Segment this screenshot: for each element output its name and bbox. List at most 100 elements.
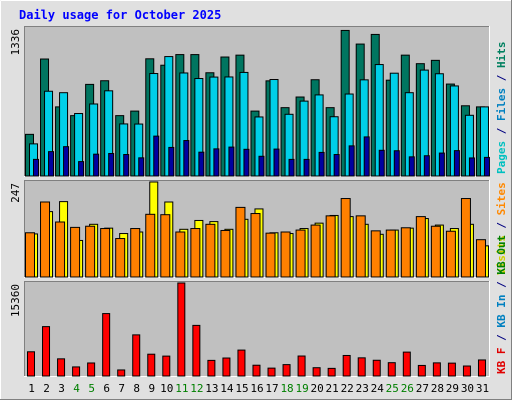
visits-panel-legend-part: Visits — [495, 235, 508, 275]
kbytes-panel-bar-kb-f — [267, 367, 276, 377]
kbytes-panel-bar-kb-f — [462, 365, 471, 377]
visits-panel-bar-sites — [175, 231, 186, 278]
kbytes-panel-bar-kb-f — [387, 362, 396, 377]
kbytes-panel-bar-kb-f — [222, 357, 231, 377]
visits-panel-bar-sites — [310, 224, 321, 278]
visits-panel-bar-sites — [220, 229, 231, 278]
hits-panel-bar-pages — [93, 153, 100, 177]
kbytes-panel-legend-part: KB Out — [495, 235, 508, 275]
x-tick-label: 5 — [88, 382, 95, 395]
kbytes-panel-bar-kb-f — [102, 313, 111, 377]
visits-panel-bar-sites — [190, 228, 201, 278]
visits-panel-bar-sites — [40, 201, 51, 278]
x-tick-label: 22 — [341, 382, 354, 395]
hits-panel-legend-part: Files — [495, 88, 508, 121]
x-tick-label: 7 — [118, 382, 125, 395]
hits-panel-bar-pages — [138, 157, 145, 177]
visits-panel-bar-sites — [205, 223, 216, 278]
x-tick-label: 6 — [103, 382, 110, 395]
kbytes-panel-bar-kb-f — [117, 369, 126, 377]
hits-panel-bar-pages — [303, 158, 310, 177]
x-tick-label: 24 — [371, 382, 385, 395]
x-tick-label: 8 — [133, 382, 140, 395]
hits-panel-bar-pages — [318, 151, 325, 177]
visits-panel-bar-sites — [160, 214, 171, 278]
visits-panel-bar-sites — [115, 238, 126, 278]
x-tick-label: 30 — [461, 382, 474, 395]
kbytes-panel-bar-kb-f — [57, 358, 66, 377]
visits-panel-bar-sites — [475, 239, 486, 278]
kbytes-panel-bar-kb-f — [27, 351, 35, 377]
x-tick-label: 18 — [280, 382, 293, 395]
hits-panel-bar-pages — [423, 155, 430, 177]
x-tick-label: 26 — [401, 382, 414, 395]
kbytes-panel: 15360 KB F / KB In / KB Out — [9, 235, 508, 377]
x-tick-label: 12 — [190, 382, 203, 395]
hits-panel-bar-pages — [333, 154, 340, 177]
x-tick-label: 25 — [386, 382, 399, 395]
visits-panel-bar-sites — [130, 228, 141, 278]
visits-panel-bar-sites — [325, 215, 336, 278]
hits-panel-ymax-label: 1336 — [9, 29, 22, 56]
hits-panel-bar-pages — [378, 149, 385, 177]
visits-panel-bar-sites — [25, 232, 35, 278]
visits-panel-bar-sites — [55, 221, 66, 278]
kbytes-panel-bar-kb-f — [477, 359, 486, 377]
hits-panel-bar-pages — [198, 151, 205, 177]
hits-panel-legend-part: / — [495, 68, 508, 88]
hits-panel-legend-part: Pages — [495, 141, 508, 174]
kbytes-panel-legend-part: / — [495, 328, 508, 348]
hits-panel-bar-pages — [438, 152, 445, 177]
kbytes-panel-bar-kb-f — [342, 354, 351, 377]
hits-panel-bar-pages — [78, 161, 85, 177]
kbytes-panel-bar-kb-f — [192, 324, 201, 377]
kbytes-panel-bar-kb-f — [312, 367, 321, 377]
kbytes-panel-bar-kb-f — [132, 334, 141, 377]
x-tick-label: 9 — [148, 382, 155, 395]
visits-panel-legend-part: Sites — [495, 182, 508, 215]
hits-panel-legend-part: / — [495, 121, 508, 141]
kbytes-panel-bar-kb-f — [357, 357, 366, 377]
kbytes-panel-ymax-label: 15360 — [9, 284, 22, 317]
hits-panel-legend-part: Hits — [495, 42, 508, 69]
visits-panel-bar-sites — [430, 225, 441, 278]
x-tick-label: 16 — [250, 382, 263, 395]
x-tick-label: 20 — [311, 382, 324, 395]
x-tick-label: 10 — [160, 382, 173, 395]
x-tick-label: 27 — [416, 382, 429, 395]
hits-panel-bar-pages — [348, 145, 355, 177]
kbytes-panel-bar-kb-f — [417, 364, 426, 377]
visits-panel-bar-sites — [85, 225, 96, 278]
hits-panel-bar-pages — [408, 156, 415, 177]
hits-panel-bar-pages — [243, 148, 250, 177]
visits-panel-bar-sites — [235, 206, 246, 278]
hits-panel-bar-pages — [363, 136, 370, 177]
kbytes-panel-legend-part: KB F — [495, 348, 508, 375]
hits-panel-bar-pages — [108, 153, 115, 177]
x-tick-label: 14 — [220, 382, 234, 395]
kbytes-panel-bar-kb-f — [42, 326, 51, 377]
visits-panel-bar-sites — [100, 228, 111, 278]
x-tick-label: 11 — [175, 382, 188, 395]
kbytes-panel-bar-kb-f — [72, 366, 81, 377]
kbytes-panel-bar-kb-f — [297, 355, 306, 377]
kbytes-panel-bar-kb-f — [327, 367, 336, 377]
x-tick-label: 4 — [73, 382, 80, 395]
hits-panel-bar-pages — [453, 150, 460, 177]
visits-panel-bar-sites — [445, 230, 456, 278]
kbytes-panel-bar-kb-f — [372, 359, 381, 377]
visits-panel-bar-sites — [295, 229, 306, 278]
kbytes-panel-bar-kb-f — [177, 282, 186, 377]
hits-panel-bar-pages — [123, 154, 130, 177]
kbytes-panel-bar-kb-f — [207, 359, 216, 377]
visits-panel-bar-sites — [400, 227, 411, 278]
visits-panel-bar-sites — [145, 213, 156, 278]
chart-title: Daily usage for October 2025 — [19, 8, 221, 22]
hits-panel-bar-pages — [213, 148, 220, 177]
visits-panel-bar-sites — [340, 198, 351, 278]
x-tick-label: 23 — [356, 382, 369, 395]
visits-panel-bar-sites — [460, 198, 471, 278]
kbytes-panel-bar-kb-f — [432, 362, 441, 377]
kbytes-panel-bar-kb-f — [87, 362, 96, 377]
x-tick-label: 28 — [431, 382, 444, 395]
